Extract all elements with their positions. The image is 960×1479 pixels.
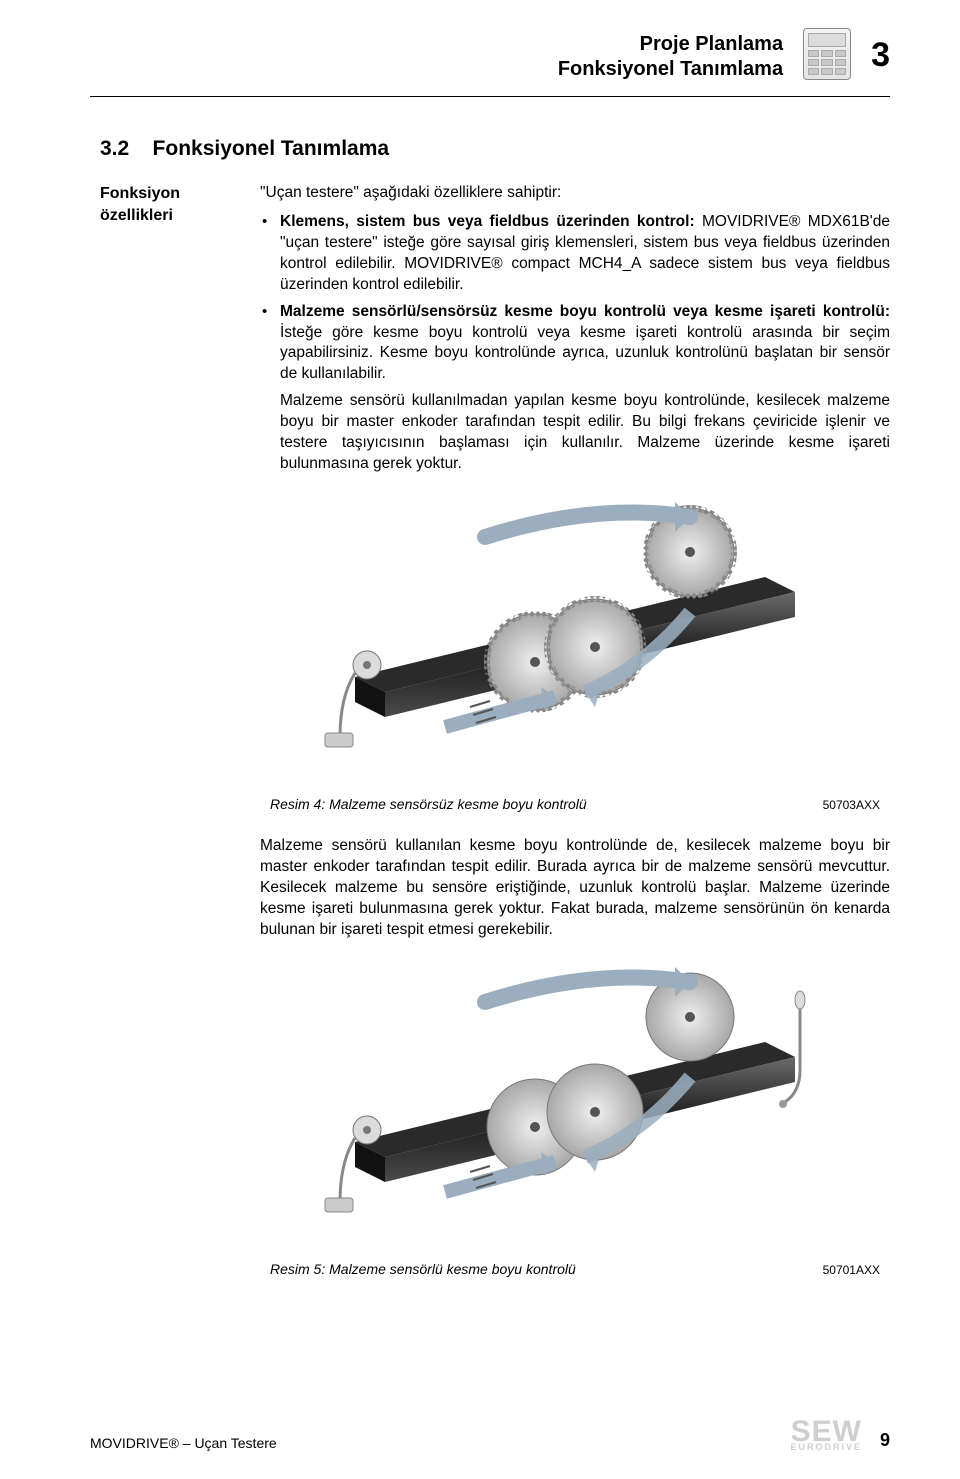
sew-logo: SEW EURODRIVE xyxy=(790,1420,862,1451)
figure-4-code: 50703AXX xyxy=(823,797,880,813)
bullet-2: Malzeme sensörlü/sensörsüz kesme boyu ko… xyxy=(260,302,890,386)
chapter-number: 3 xyxy=(871,28,890,72)
figure-5-caption: Resim 5: Malzeme sensörlü kesme boyu kon… xyxy=(270,1260,576,1279)
intro-line: "Uçan testere" aşağıdaki özelliklere sah… xyxy=(260,183,890,204)
page-footer: MOVIDRIVE® – Uçan Testere SEW EURODRIVE … xyxy=(90,1420,890,1451)
header-title-1: Proje Planlama xyxy=(558,32,783,57)
header-titles: Proje Planlama Fonksiyonel Tanımlama xyxy=(558,28,783,82)
figure-4-svg xyxy=(295,497,855,787)
figure-5: Resim 5: Malzeme sensörlü kesme boyu kon… xyxy=(260,962,890,1279)
body-two-col: Fonksiyon özellikleri "Uçan testere" aşa… xyxy=(90,183,890,1279)
bullet-1: Klemens, sistem bus veya fieldbus üzerin… xyxy=(260,212,890,296)
bullet-2-para: Malzeme sensörü kullanılmadan yapılan ke… xyxy=(260,391,890,475)
figure-5-svg xyxy=(295,962,855,1252)
footer-doc-title: MOVIDRIVE® – Uçan Testere xyxy=(90,1435,277,1451)
bullet-1-lead: Klemens, sistem bus veya fieldbus üzerin… xyxy=(280,213,695,230)
section-heading: 3.2 Fonksiyonel Tanımlama xyxy=(90,137,890,161)
between-para: Malzeme sensörü kullanılan kesme boyu ko… xyxy=(260,836,890,941)
page-header: Proje Planlama Fonksiyonel Tanımlama 3 xyxy=(90,28,890,90)
figure-4-caption: Resim 4: Malzeme sensörsüz kesme boyu ko… xyxy=(270,795,587,814)
bullet-2-lead: Malzeme sensörlü/sensörsüz kesme boyu ko… xyxy=(280,303,890,320)
main-column: "Uçan testere" aşağıdaki özelliklere sah… xyxy=(260,183,890,1279)
bullet-2-rest: İsteğe göre kesme boyu kontrolü veya kes… xyxy=(280,324,890,383)
calculator-icon xyxy=(803,28,851,80)
side-heading: Fonksiyon özellikleri xyxy=(90,183,240,226)
header-title-2: Fonksiyonel Tanımlama xyxy=(558,57,783,82)
header-rule xyxy=(90,96,890,97)
section-title-text: Fonksiyonel Tanımlama xyxy=(153,137,390,160)
figure-4: Resim 4: Malzeme sensörsüz kesme boyu ko… xyxy=(260,497,890,814)
page-number: 9 xyxy=(880,1430,890,1451)
figure-5-code: 50701AXX xyxy=(823,1262,880,1278)
section-number: 3.2 xyxy=(100,137,129,160)
brand-sub: EURODRIVE xyxy=(790,1444,862,1451)
bullet-list: Klemens, sistem bus veya fieldbus üzerin… xyxy=(260,212,890,385)
